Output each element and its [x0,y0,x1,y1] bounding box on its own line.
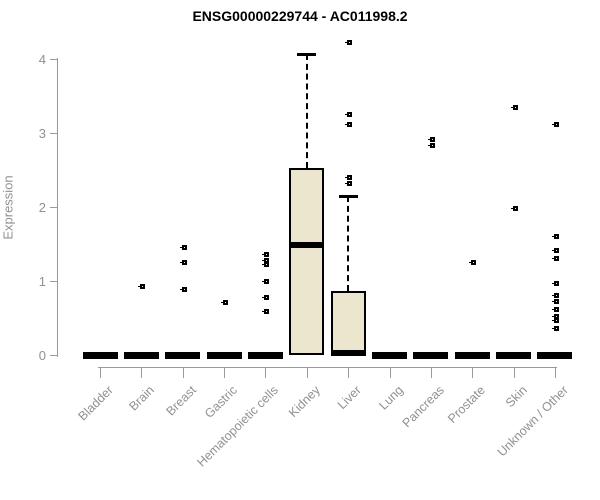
outlier-point [345,39,353,45]
x-axis-tick [306,367,308,378]
collapsed-box-Skin [496,352,532,359]
y-axis-tick [50,207,57,208]
outlier-point [262,261,270,267]
outlier-point [427,136,435,142]
collapsed-box-Pancreas [413,352,449,359]
y-tick-label: 1 [38,274,46,289]
collapsed-box-Bladder [82,352,118,359]
x-axis-tick [265,367,267,378]
y-axis-tick [50,281,57,282]
outlier-point [262,309,270,315]
y-tick-label: 2 [38,200,46,215]
upper-whisker-cap [297,52,317,56]
upper-whisker-cap [338,194,358,198]
outlier-point [345,174,353,180]
x-axis-tick [141,367,143,378]
collapsed-box-Breast [165,352,201,359]
collapsed-box-Brain [123,352,159,359]
median-line [289,242,325,249]
outlier-point [551,247,559,253]
outlier-point [551,281,559,287]
outlier-point [221,299,229,305]
collapsed-box-Unknown / Other [537,352,573,359]
collapsed-box-Lung [372,352,408,359]
outlier-point [262,279,270,284]
outlier-point [345,180,353,186]
outlier-point [138,284,146,290]
outlier-point [469,259,477,265]
collapsed-box-Hematopoietic cells [247,352,283,359]
upper-whisker [347,195,350,291]
outlier-point [179,259,187,265]
x-axis-tick [224,367,226,378]
outlier-point [551,256,559,262]
y-tick-label: 4 [38,52,46,67]
x-axis-tick [100,367,101,378]
x-axis-tick [182,367,184,378]
upper-whisker [305,53,308,168]
x-axis-tick [513,367,515,378]
y-axis-label: Expression [0,175,16,240]
outlier-point [510,206,518,212]
y-axis-tick [50,355,57,356]
collapsed-box-Gastric [206,352,242,359]
outlier-point [262,252,270,258]
outlier-point [551,293,559,299]
outlier-point [551,326,559,332]
outlier-point [262,257,270,263]
outlier-point [551,122,559,128]
y-tick-label: 0 [38,348,46,363]
x-axis-tick [472,367,474,378]
outlier-point [345,122,353,128]
x-axis-tick [389,367,391,378]
outlier-point [179,287,187,293]
x-axis-tick [430,367,432,378]
y-axis-line [57,57,58,358]
outlier-point [551,307,559,313]
chart-title: ENSG00000229744 - AC011998.2 [192,8,408,24]
x-axis-tick [348,367,350,378]
y-axis-tick [50,133,57,134]
y-axis-tick [50,59,57,60]
outlier-point [262,294,270,300]
collapsed-box-Prostate [454,352,490,359]
median-line [330,349,366,356]
x-axis-tick [554,367,556,378]
outlier-point [510,105,518,111]
outlier-point [551,318,559,324]
box-Kidney [289,167,325,355]
outlier-point [427,142,435,148]
outlier-point [551,298,559,304]
x-axis-line [98,367,557,368]
outlier-point [551,233,559,239]
outlier-point [179,244,187,250]
outlier-point [551,313,559,319]
y-tick-label: 3 [38,126,46,141]
outlier-point [345,111,353,117]
box-Liver [330,290,366,355]
